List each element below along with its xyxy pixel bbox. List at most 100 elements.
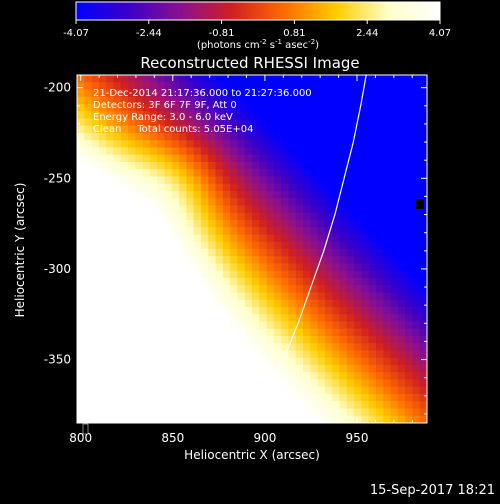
heatmap-cell [332,307,341,315]
heatmap-cell [405,104,414,112]
heatmap-cell [405,415,414,423]
heatmap-cell [244,379,253,388]
heatmap-cell [149,147,158,156]
heatmap-cell [405,379,414,388]
heatmap-cell [310,357,319,366]
heatmap-cell [106,386,115,395]
heatmap-cell [383,372,392,381]
heatmap-cell [412,350,421,359]
heatmap-cell [164,343,173,352]
heatmap-cell [259,285,268,294]
heatmap-cell [259,220,268,228]
heatmap-cell [346,241,355,250]
heatmap-cell [128,365,136,373]
heatmap-cell [252,270,260,279]
heatmap-cell [193,343,202,352]
annotation-time-range: 21-Dec-2014 21:17:36.000 to 21:27:36.000 [93,88,312,99]
heatmap-cell [244,270,253,279]
heatmap-cell [317,205,326,214]
heatmap-cell [310,372,319,381]
heatmap-cell [375,75,384,83]
heatmap-cell [361,89,370,98]
heatmap-cell [368,379,377,388]
heatmap-cell [179,415,187,423]
heatmap-cell [295,285,304,294]
heatmap-cell [157,292,166,301]
heatmap-cell [383,227,392,236]
heatmap-cell [259,241,268,250]
x-axis-label: Heliocentric X (arcsec) [184,448,320,462]
heatmap-cell [186,169,195,178]
heatmap-cell [368,147,377,156]
y-axis-label: Heliocentric Y (arcsec) [13,183,27,318]
heatmap-cell [200,343,209,352]
heatmap-cell [332,415,341,423]
heatmap-cell [244,263,253,272]
heatmap-cell [310,408,319,417]
heatmap-cell [77,299,85,308]
heatmap-cell [339,328,348,337]
heatmap-cell [222,357,231,366]
heatmap-cell [120,365,129,373]
heatmap-cell [383,408,392,417]
heatmap-cell [230,401,239,410]
heatmap-cell [252,220,260,228]
heatmap-cell [368,365,377,373]
heatmap-cell [397,336,406,344]
heatmap-cell [375,89,384,98]
heatmap-cell [339,241,348,250]
heatmap-cell [200,350,209,359]
heatmap-cell [222,336,231,344]
heatmap-cell [390,328,399,337]
heatmap-cell [375,415,384,423]
heatmap-cell [273,314,282,323]
heatmap-cell [252,234,260,243]
heatmap-cell [77,408,85,417]
heatmap-cell [346,125,355,134]
heatmap-cell [273,118,282,127]
heatmap-cell [193,220,202,228]
heatmap-cell [230,365,239,373]
heatmap-cell [259,75,268,83]
heatmap-cell [171,133,180,141]
heatmap-cell [405,372,414,381]
heatmap-cell [324,241,333,250]
heatmap-cell [259,379,268,388]
heatmap-cell [215,220,224,228]
heatmap-cell [200,270,209,279]
heatmap-cell [98,292,107,301]
heatmap-cell [186,249,195,257]
heatmap-cell [171,408,180,417]
heatmap-cell [135,169,144,178]
heatmap-cell [120,183,129,192]
heatmap-cell [339,125,348,134]
heatmap-cell [405,394,414,402]
heatmap-cell [215,75,224,83]
heatmap-cell [113,234,122,243]
heatmap-cell [237,89,246,98]
heatmap-cell [332,408,341,417]
heatmap-cell [375,111,384,120]
heatmap-cell [208,82,217,91]
heatmap-cell [120,292,129,301]
heatmap-cell [237,256,246,265]
heatmap-cell [361,408,370,417]
heatmap-cell [346,365,355,373]
heatmap-cell [244,307,253,315]
heatmap-cell [244,249,253,257]
heatmap-cell [91,292,100,301]
heatmap-cell [179,408,187,417]
x-tick-label: 950 [346,431,369,445]
heatmap-cell [208,191,217,199]
heatmap-cell [142,307,151,315]
heatmap-cell [405,278,414,286]
heatmap-cell [361,147,370,156]
heatmap-cell [368,75,377,83]
heatmap-cell [252,198,260,207]
heatmap-cell [281,299,290,308]
heatmap-cell [368,328,377,337]
heatmap-cell [135,343,144,352]
heatmap-cell [295,191,304,199]
heatmap-cell [106,198,115,207]
